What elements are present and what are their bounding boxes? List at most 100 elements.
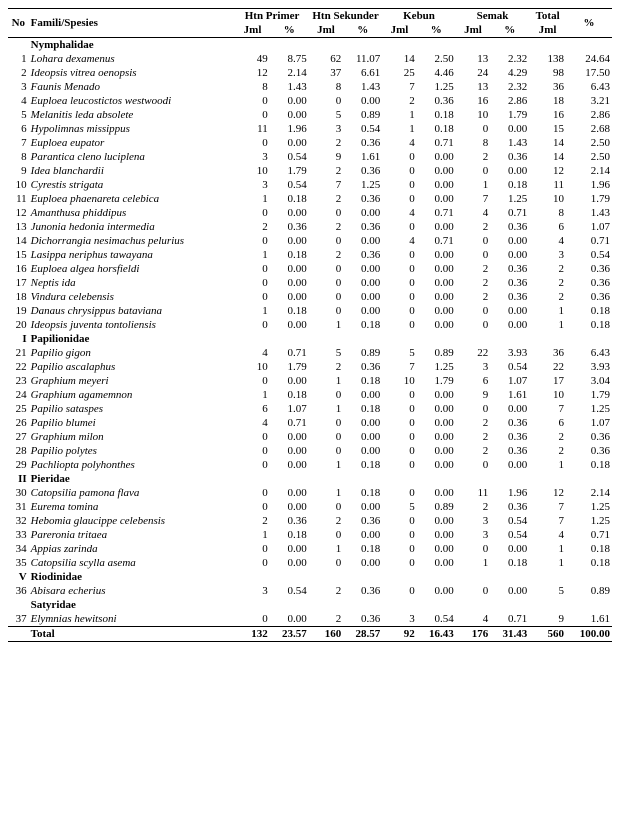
cell-hp_p: 0.18 [270, 388, 309, 402]
cell-kb_p: 0.00 [417, 192, 456, 206]
cell-kb_p: 0.00 [417, 556, 456, 570]
family-row: Satyridae [8, 598, 612, 612]
cell-hs_p: 0.00 [343, 276, 382, 290]
cell-kb_p: 0.89 [417, 500, 456, 514]
cell-no: 15 [8, 248, 29, 262]
cell-pct: 2.68 [566, 122, 612, 136]
cell-sp: Lohara dexamenus [29, 52, 236, 66]
cell-pct: 0.36 [566, 262, 612, 276]
cell-hs_n: 1 [309, 486, 343, 500]
cell-sp: Hypolimnas missippus [29, 122, 236, 136]
cell-tot: 2 [529, 276, 566, 290]
cell-kb_p: 0.00 [417, 444, 456, 458]
table-row: 9Idea blanchardii101.7920.3600.0000.0012… [8, 164, 612, 178]
total-kb_p: 16.43 [417, 627, 456, 642]
cell-sm_p: 2.32 [490, 80, 529, 94]
cell-tot: 12 [529, 486, 566, 500]
cell-sp: Euploea algea horsfieldi [29, 262, 236, 276]
cell-sm_n: 24 [456, 66, 490, 80]
cell-tot: 2 [529, 262, 566, 276]
cell-no: 23 [8, 374, 29, 388]
cell-hs_n: 0 [309, 262, 343, 276]
cell-hp_n: 10 [235, 360, 269, 374]
cell-sp: Euploea leucostictos westwoodi [29, 94, 236, 108]
cell-hp_p: 0.00 [270, 542, 309, 556]
cell-hs_p: 0.89 [343, 108, 382, 122]
cell-hs_n: 0 [309, 500, 343, 514]
cell-tot: 1 [529, 556, 566, 570]
total-hp_n: 132 [235, 627, 269, 642]
cell-sm_n: 16 [456, 94, 490, 108]
cell-hs_n: 9 [309, 150, 343, 164]
cell-hp_p: 0.00 [270, 556, 309, 570]
cell-sm_p: 0.36 [490, 430, 529, 444]
col-htn-primer: Htn Primer [235, 9, 308, 24]
cell-hp_p: 1.79 [270, 360, 309, 374]
cell-no: 4 [8, 94, 29, 108]
cell-no: 25 [8, 402, 29, 416]
cell-kb_n: 3 [382, 612, 416, 627]
cell-sm_n: 2 [456, 150, 490, 164]
cell-sm_p: 1.43 [490, 136, 529, 150]
cell-kb_n: 14 [382, 52, 416, 66]
cell-sp: Catopsilia scylla asema [29, 556, 236, 570]
cell-hp_p: 0.00 [270, 500, 309, 514]
cell-no: 27 [8, 430, 29, 444]
table-row: 16Euploea algea horsfieldi00.0000.0000.0… [8, 262, 612, 276]
cell-pct: 1.79 [566, 192, 612, 206]
cell-tot: 6 [529, 416, 566, 430]
cell-kb_p: 0.00 [417, 584, 456, 598]
cell-tot: 1 [529, 318, 566, 332]
cell-hp_p: 0.00 [270, 276, 309, 290]
cell-hs_n: 0 [309, 430, 343, 444]
cell-kb_n: 5 [382, 500, 416, 514]
cell-hp_p: 0.54 [270, 584, 309, 598]
cell-sm_n: 22 [456, 346, 490, 360]
cell-hs_n: 5 [309, 108, 343, 122]
cell-sm_n: 0 [456, 542, 490, 556]
total-label: Total [29, 627, 236, 642]
cell-hp_n: 0 [235, 444, 269, 458]
cell-hp_p: 0.00 [270, 444, 309, 458]
table-row: 32Hebomia glaucippe celebensis20.3620.36… [8, 514, 612, 528]
cell-pct: 0.18 [566, 556, 612, 570]
cell-pct: 1.25 [566, 514, 612, 528]
cell-sm_n: 0 [456, 122, 490, 136]
cell-hs_p: 11.07 [343, 52, 382, 66]
cell-hp_p: 0.54 [270, 150, 309, 164]
total-hp_p: 23.57 [270, 627, 309, 642]
cell-sm_p: 0.36 [490, 444, 529, 458]
cell-sm_p: 0.36 [490, 290, 529, 304]
cell-sm_n: 13 [456, 52, 490, 66]
cell-sm_n: 1 [456, 556, 490, 570]
cell-sm_p: 0.54 [490, 528, 529, 542]
cell-sm_n: 2 [456, 262, 490, 276]
cell-kb_n: 0 [382, 486, 416, 500]
cell-no: 18 [8, 290, 29, 304]
table-row: 1Lohara dexamenus498.756211.07142.50132.… [8, 52, 612, 66]
cell-pct: 0.89 [566, 584, 612, 598]
cell-sm_n: 3 [456, 528, 490, 542]
table-row: 27Graphium milon00.0000.0000.0020.3620.3… [8, 430, 612, 444]
cell-sm_n: 9 [456, 388, 490, 402]
cell-kb_p: 0.00 [417, 514, 456, 528]
cell-tot: 2 [529, 290, 566, 304]
cell-hs_n: 3 [309, 122, 343, 136]
cell-pct: 0.18 [566, 542, 612, 556]
cell-kb_n: 0 [382, 584, 416, 598]
cell-pct: 2.86 [566, 108, 612, 122]
cell-kb_p: 0.00 [417, 402, 456, 416]
cell-kb_n: 1 [382, 122, 416, 136]
cell-hs_p: 0.36 [343, 584, 382, 598]
cell-kb_p: 0.00 [417, 220, 456, 234]
cell-sm_p: 1.25 [490, 192, 529, 206]
cell-hp_p: 1.43 [270, 80, 309, 94]
cell-tot: 1 [529, 542, 566, 556]
cell-sm_p: 0.36 [490, 416, 529, 430]
cell-kb_p: 0.00 [417, 304, 456, 318]
cell-tot: 1 [529, 458, 566, 472]
table-row: 35Catopsilia scylla asema00.0000.0000.00… [8, 556, 612, 570]
cell-sm_n: 0 [456, 458, 490, 472]
cell-hs_p: 0.00 [343, 430, 382, 444]
cell-hp_p: 0.18 [270, 248, 309, 262]
